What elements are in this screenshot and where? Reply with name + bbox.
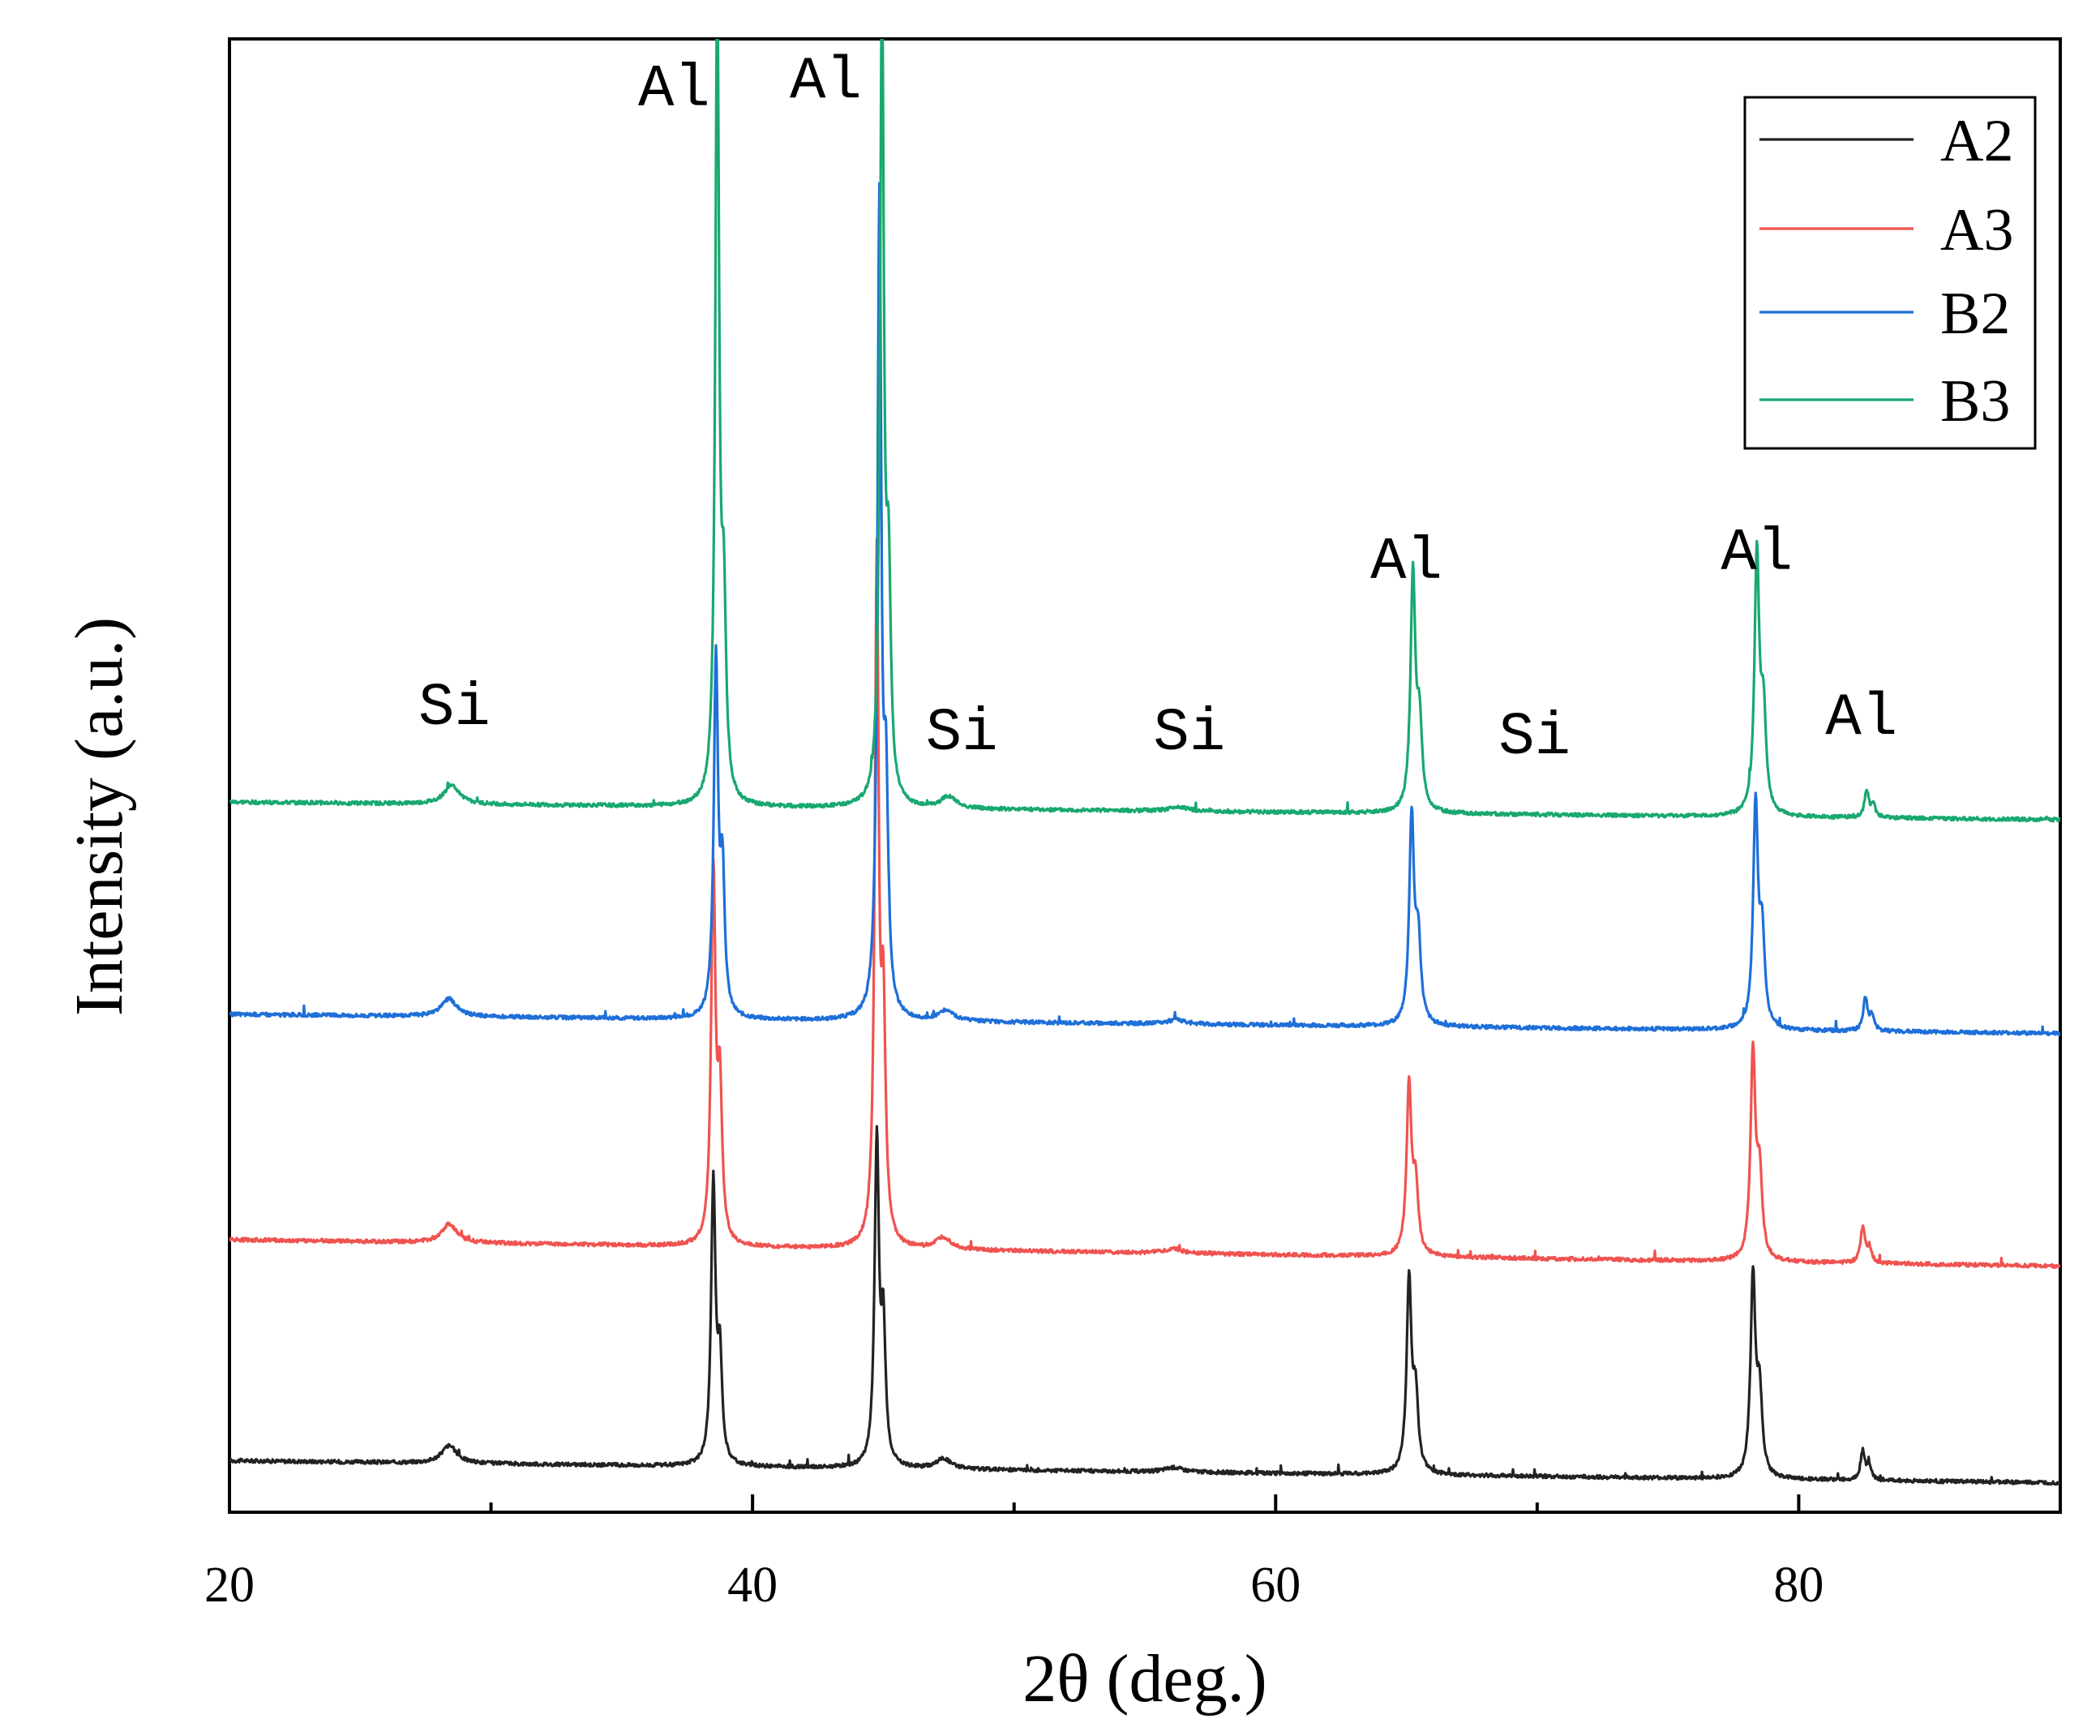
legend-label-b3: B3 — [1940, 368, 2010, 435]
x-tick-label: 80 — [1773, 1558, 1824, 1613]
peak-label: Al — [1825, 685, 1897, 753]
legend-label-a3: A3 — [1940, 197, 2013, 264]
peak-annotations: Si Al Al Si Si Al Si Al Al — [418, 49, 1897, 773]
x-tick-label: 60 — [1250, 1558, 1301, 1613]
legend-box — [1743, 96, 2037, 450]
legend-label-b2: B2 — [1940, 281, 2010, 347]
series-line-a2 — [229, 1125, 2060, 1486]
y-axis-label: Intensity (a.u.) — [62, 617, 137, 1016]
series-line-b2 — [229, 182, 2060, 1037]
peak-label: Si — [926, 700, 998, 768]
series-line-b3 — [229, 39, 2060, 823]
peak-label: Al — [1721, 520, 1793, 588]
peak-label: Al — [638, 56, 710, 124]
peak-label: Si — [1498, 704, 1571, 772]
x-axis-label: 2θ (deg.) — [1022, 1641, 1266, 1717]
series-line-a3 — [229, 538, 2060, 1269]
legend-label-a2: A2 — [1940, 108, 2013, 174]
x-axis-ticks — [228, 1494, 1801, 1512]
peak-label: Si — [418, 675, 491, 743]
legend: A2 A3 B2 B3 — [1743, 96, 2037, 450]
peak-label: Al — [790, 49, 862, 117]
x-tick-label: 20 — [204, 1558, 255, 1613]
x-axis-tick-labels: 20 40 60 80 — [204, 1558, 1824, 1613]
peak-label: Si — [1153, 700, 1225, 768]
x-tick-label: 40 — [727, 1558, 778, 1613]
plot-frame — [228, 37, 2062, 1514]
series-lines — [229, 39, 2060, 1486]
peak-label: Al — [1370, 529, 1442, 597]
